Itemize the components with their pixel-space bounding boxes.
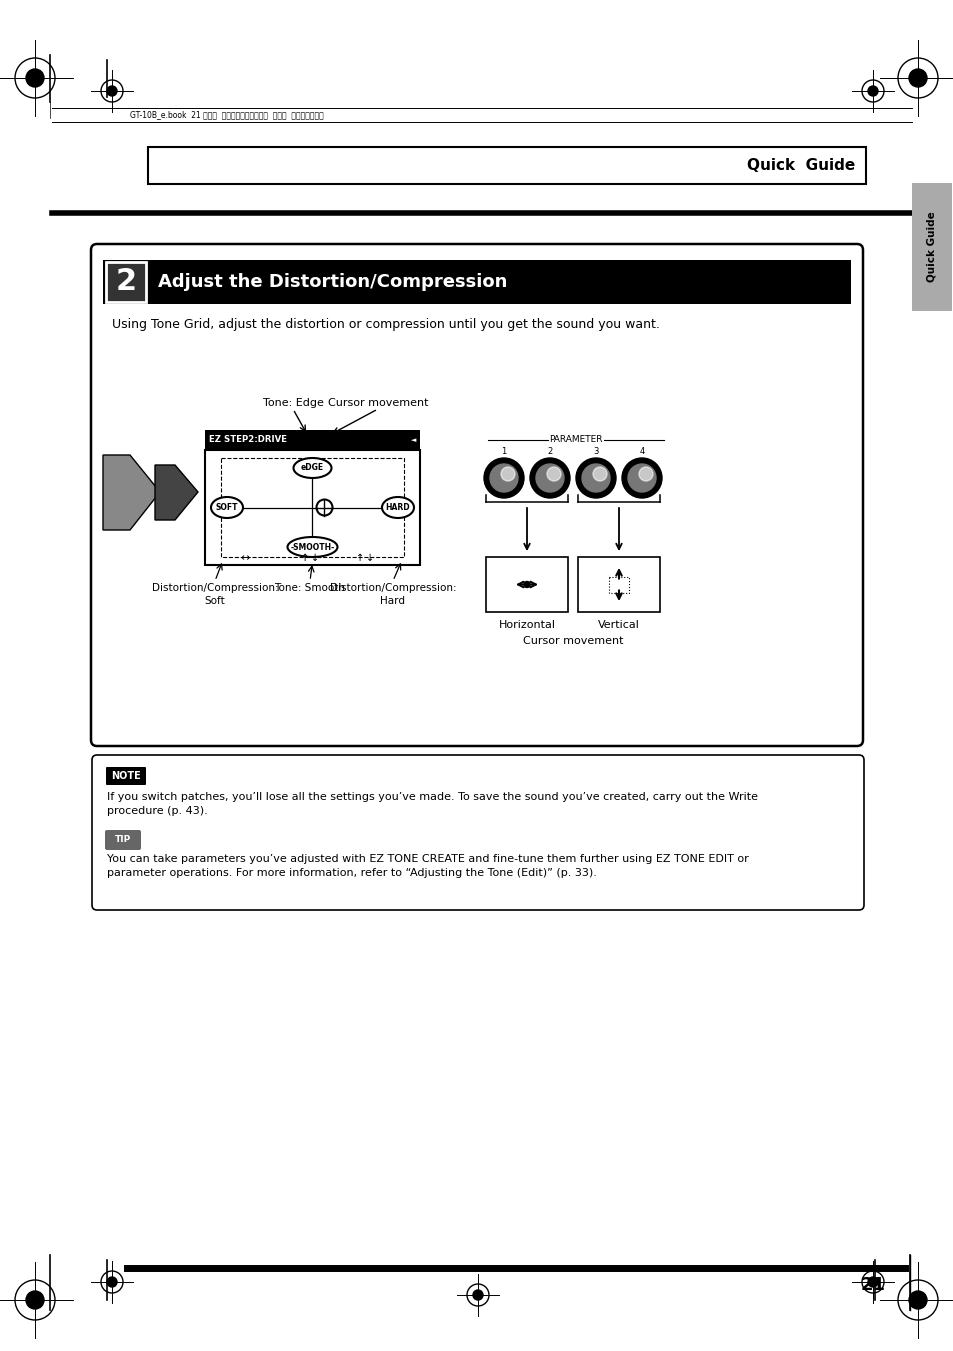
FancyBboxPatch shape <box>106 767 146 785</box>
Circle shape <box>576 458 616 499</box>
Ellipse shape <box>211 497 243 517</box>
Text: Cursor movement: Cursor movement <box>328 399 428 408</box>
Text: 21: 21 <box>860 1275 884 1294</box>
Text: SOFT: SOFT <box>215 503 238 512</box>
Text: If you switch patches, you’ll lose all the settings you’ve made. To save the sou: If you switch patches, you’ll lose all t… <box>107 792 758 816</box>
FancyBboxPatch shape <box>911 182 951 311</box>
Circle shape <box>908 69 926 86</box>
FancyBboxPatch shape <box>106 262 146 303</box>
Circle shape <box>26 1292 44 1309</box>
Text: ↔: ↔ <box>240 553 250 563</box>
Text: GT-10B_e.book  21 ページ  ２００８年２月２６日  火曜日  午後３時３０分: GT-10B_e.book 21 ページ ２００８年２月２６日 火曜日 午後３時… <box>130 111 323 119</box>
Text: Cursor movement: Cursor movement <box>522 636 622 646</box>
Circle shape <box>107 86 117 96</box>
FancyBboxPatch shape <box>205 430 419 450</box>
FancyBboxPatch shape <box>103 259 850 304</box>
Text: 3: 3 <box>593 447 598 457</box>
Text: Horizontal: Horizontal <box>498 620 555 630</box>
Text: 2: 2 <box>115 267 136 296</box>
Text: Adjust the Distortion/Compression: Adjust the Distortion/Compression <box>158 273 507 290</box>
Text: Distortion/Compression:: Distortion/Compression: <box>152 584 278 593</box>
Circle shape <box>523 581 530 588</box>
Text: TIP: TIP <box>114 835 131 844</box>
FancyBboxPatch shape <box>485 557 567 612</box>
Text: 1: 1 <box>501 447 506 457</box>
Circle shape <box>639 467 652 481</box>
Text: -SMOOTH-: -SMOOTH- <box>290 543 335 551</box>
Ellipse shape <box>381 497 414 517</box>
Circle shape <box>26 69 44 86</box>
Text: Quick  Guide: Quick Guide <box>746 158 854 173</box>
FancyBboxPatch shape <box>205 450 419 565</box>
Text: ↓: ↓ <box>366 553 374 563</box>
Text: Soft: Soft <box>204 596 225 607</box>
Circle shape <box>627 463 656 492</box>
Text: ◄: ◄ <box>411 436 416 443</box>
Circle shape <box>867 1277 877 1288</box>
Circle shape <box>473 1290 482 1300</box>
Circle shape <box>621 458 661 499</box>
Text: HARD: HARD <box>385 503 410 512</box>
FancyBboxPatch shape <box>91 755 863 911</box>
Text: PARAMETER: PARAMETER <box>549 435 602 444</box>
Circle shape <box>490 463 517 492</box>
FancyBboxPatch shape <box>91 245 862 746</box>
Text: Quick Guide: Quick Guide <box>926 212 936 282</box>
Text: Distortion/Compression:: Distortion/Compression: <box>330 584 456 593</box>
Circle shape <box>316 500 333 516</box>
Ellipse shape <box>294 458 331 478</box>
Text: Hard: Hard <box>380 596 405 607</box>
Text: Tone: Smooth: Tone: Smooth <box>274 584 345 593</box>
Text: eDGE: eDGE <box>300 463 324 473</box>
Circle shape <box>593 467 606 481</box>
Circle shape <box>581 463 609 492</box>
Text: Vertical: Vertical <box>598 620 639 630</box>
Circle shape <box>530 458 569 499</box>
Circle shape <box>867 86 877 96</box>
Text: Using Tone Grid, adjust the distortion or compression until you get the sound yo: Using Tone Grid, adjust the distortion o… <box>112 317 659 331</box>
Text: EZ STEP2:DRIVE: EZ STEP2:DRIVE <box>209 435 287 444</box>
Text: ↑: ↑ <box>355 553 364 563</box>
Text: ↓: ↓ <box>311 553 318 563</box>
Text: You can take parameters you’ve adjusted with EZ TONE CREATE and fine-tune them f: You can take parameters you’ve adjusted … <box>107 854 748 878</box>
Ellipse shape <box>287 536 337 557</box>
Circle shape <box>500 467 515 481</box>
Text: Tone: Edge: Tone: Edge <box>262 399 323 408</box>
FancyBboxPatch shape <box>578 557 659 612</box>
Circle shape <box>107 1277 117 1288</box>
Polygon shape <box>154 465 198 520</box>
Circle shape <box>546 467 560 481</box>
Polygon shape <box>103 455 160 530</box>
FancyBboxPatch shape <box>148 147 865 184</box>
Text: 4: 4 <box>639 447 644 457</box>
Text: NOTE: NOTE <box>111 771 141 781</box>
Circle shape <box>908 1292 926 1309</box>
Circle shape <box>483 458 523 499</box>
FancyBboxPatch shape <box>105 830 141 850</box>
Text: 2: 2 <box>547 447 552 457</box>
Circle shape <box>536 463 563 492</box>
Text: ↑: ↑ <box>300 553 309 563</box>
